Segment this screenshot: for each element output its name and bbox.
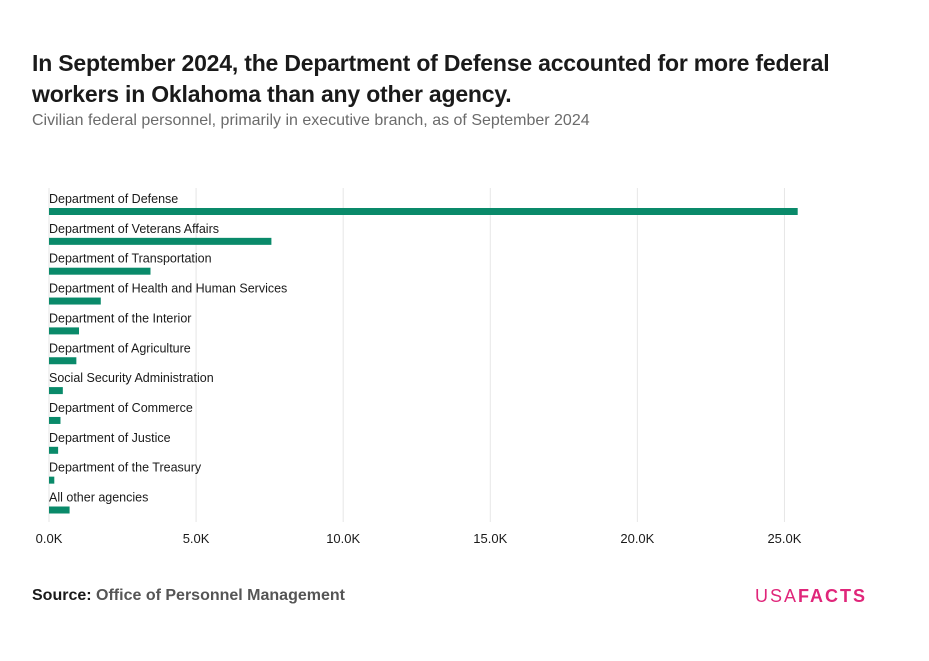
- source-value: Office of Personnel Management: [96, 587, 345, 604]
- category-label: Department of the Treasury: [49, 461, 202, 475]
- logo-text-bold: FACTS: [798, 586, 868, 606]
- x-tick-label: 10.0K: [326, 531, 360, 546]
- source-label: Source:: [32, 587, 92, 604]
- bar: [49, 327, 80, 335]
- category-label: Department of the Interior: [49, 311, 191, 325]
- category-label: All other agencies: [49, 491, 148, 505]
- x-tick-label: 5.0K: [183, 531, 210, 546]
- category-label: Department of Veterans Affairs: [49, 222, 219, 236]
- chart-title: In September 2024, the Department of Def…: [32, 50, 830, 107]
- source-note: Source: Office of Personnel Management: [32, 587, 345, 605]
- x-axis-ticks: 0.0K 5.0K 10.0K 15.0K 20.0K 25.0K: [36, 531, 802, 546]
- chart-subtitle: Civilian federal personnel, primarily in…: [32, 112, 590, 129]
- bar: [49, 446, 59, 454]
- bar: [49, 267, 151, 275]
- bar: [49, 297, 101, 305]
- bar: [49, 506, 70, 514]
- usafacts-logo: USAFACTS: [755, 586, 867, 607]
- x-tick-label: 25.0K: [767, 531, 801, 546]
- bar: [49, 476, 55, 484]
- category-label: Department of Justice: [49, 431, 171, 445]
- bars: [49, 208, 798, 514]
- category-label: Department of Health and Human Services: [49, 282, 287, 296]
- logo-text-light: USA: [755, 586, 799, 606]
- x-tick-label: 0.0K: [36, 531, 63, 546]
- x-tick-label: 15.0K: [473, 531, 507, 546]
- category-label: Department of Commerce: [49, 401, 193, 415]
- category-label: Department of Agriculture: [49, 341, 191, 355]
- category-label: Department of Transportation: [49, 252, 212, 266]
- category-labels: Department of Defense Department of Veter…: [49, 192, 287, 505]
- bar: [49, 208, 798, 215]
- bar: [49, 237, 272, 245]
- category-label: Social Security Administration: [49, 371, 214, 385]
- x-tick-label: 20.0K: [620, 531, 654, 546]
- bar: [49, 387, 63, 395]
- bar: [49, 357, 77, 365]
- bar: [49, 416, 61, 424]
- category-label: Department of Defense: [49, 192, 178, 206]
